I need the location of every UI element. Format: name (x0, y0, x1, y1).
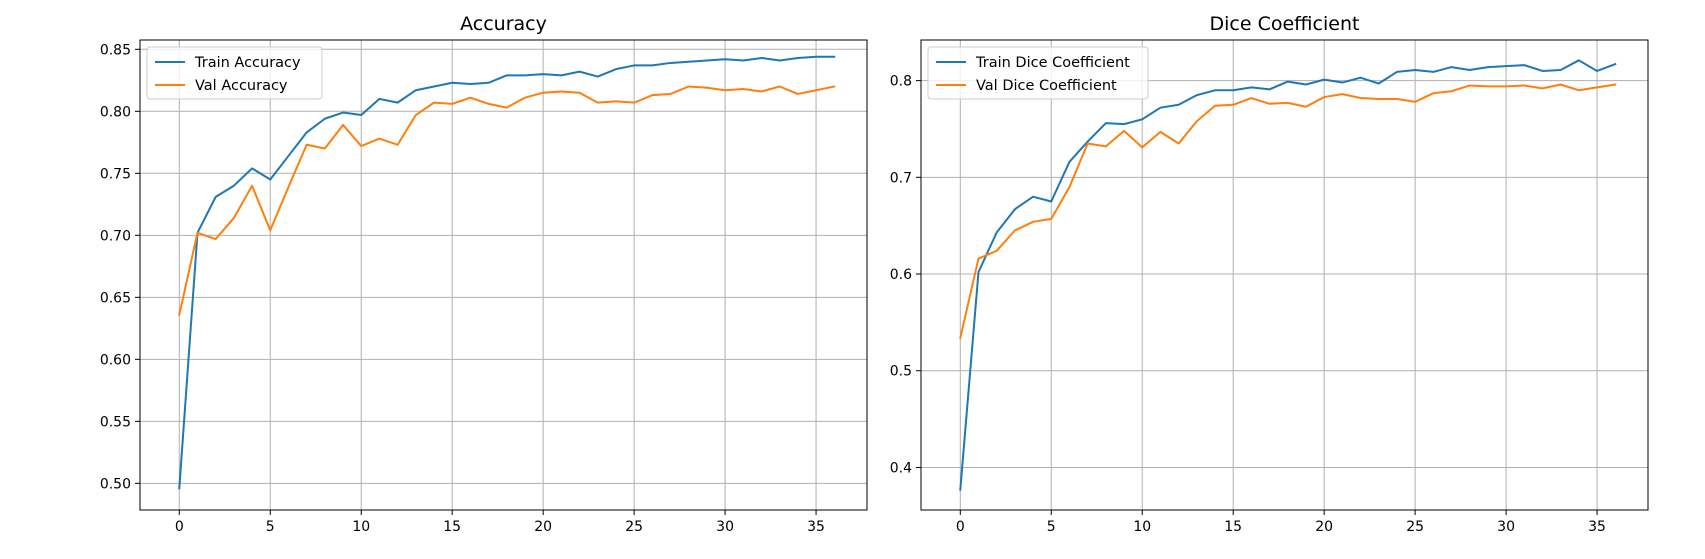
y-tick-label: 0.7 (890, 170, 912, 186)
y-tick-label: 0.8 (890, 74, 912, 90)
y-tick-label: 0.70 (100, 228, 131, 244)
axes-frame (920, 39, 1649, 511)
x-tick-label: 20 (534, 519, 552, 535)
legend-box (927, 46, 1149, 100)
y-tick-label: 0.5 (890, 364, 912, 380)
y-tick-label: 0.55 (100, 414, 131, 430)
x-tick-label: 10 (352, 519, 370, 535)
y-tick-label: 0.50 (100, 476, 131, 492)
x-tick-label: 0 (175, 519, 184, 535)
series-line-train (959, 59, 1617, 491)
legend-label: Train Accuracy (194, 55, 301, 71)
y-tick-label: 0.60 (100, 352, 131, 368)
x-tick-label: 30 (716, 519, 734, 535)
x-tick-label: 30 (1497, 519, 1515, 535)
legend: Train Accuracy Val Accuracy (146, 46, 323, 100)
y-tick-label: 0.80 (100, 104, 131, 120)
x-tick-label: 15 (1224, 519, 1242, 535)
y-tick-label: 0.4 (890, 460, 912, 476)
x-tick-label: 35 (1588, 519, 1606, 535)
x-tick-label: 10 (1133, 519, 1151, 535)
y-tick-label: 0.75 (100, 166, 131, 182)
y-tick-label: 0.85 (100, 42, 131, 58)
legend-label: Train Dice Coefficient (975, 55, 1130, 71)
x-tick-label: 20 (1315, 519, 1333, 535)
chart-title: Dice Coefficient (1210, 13, 1360, 35)
legend-label: Val Dice Coefficient (976, 78, 1117, 94)
x-tick-label: 35 (807, 519, 825, 535)
x-tick-label: 25 (1406, 519, 1424, 535)
legend-box (146, 46, 323, 100)
legend-label: Val Accuracy (195, 78, 288, 94)
accuracy-chart: Accuracy 0 5 10 15 20 25 30 35 0.50 0.55 0.60 0.65 0… (100, 13, 868, 535)
gridlines (921, 40, 1648, 510)
chart-title: Accuracy (460, 13, 547, 35)
series-line-val (178, 85, 836, 316)
x-tick-label: 5 (266, 519, 275, 535)
legend: Train Dice Coefficient Val Dice Coefficie… (927, 46, 1149, 100)
series-line-val (959, 83, 1617, 340)
series-line-train (178, 55, 836, 490)
x-tick-label: 5 (1047, 519, 1056, 535)
y-tick-label: 0.65 (100, 290, 131, 306)
x-tick-label: 0 (956, 519, 965, 535)
x-tick-label: 25 (625, 519, 643, 535)
y-tick-label: 0.6 (890, 267, 912, 283)
dice-coefficient-chart: Dice Coefficient 0 5 10 15 20 25 30 35 0.4 0.5 0.6… (890, 13, 1649, 535)
x-tick-label: 15 (443, 519, 461, 535)
gridlines (140, 40, 867, 510)
axes-frame (139, 39, 868, 511)
